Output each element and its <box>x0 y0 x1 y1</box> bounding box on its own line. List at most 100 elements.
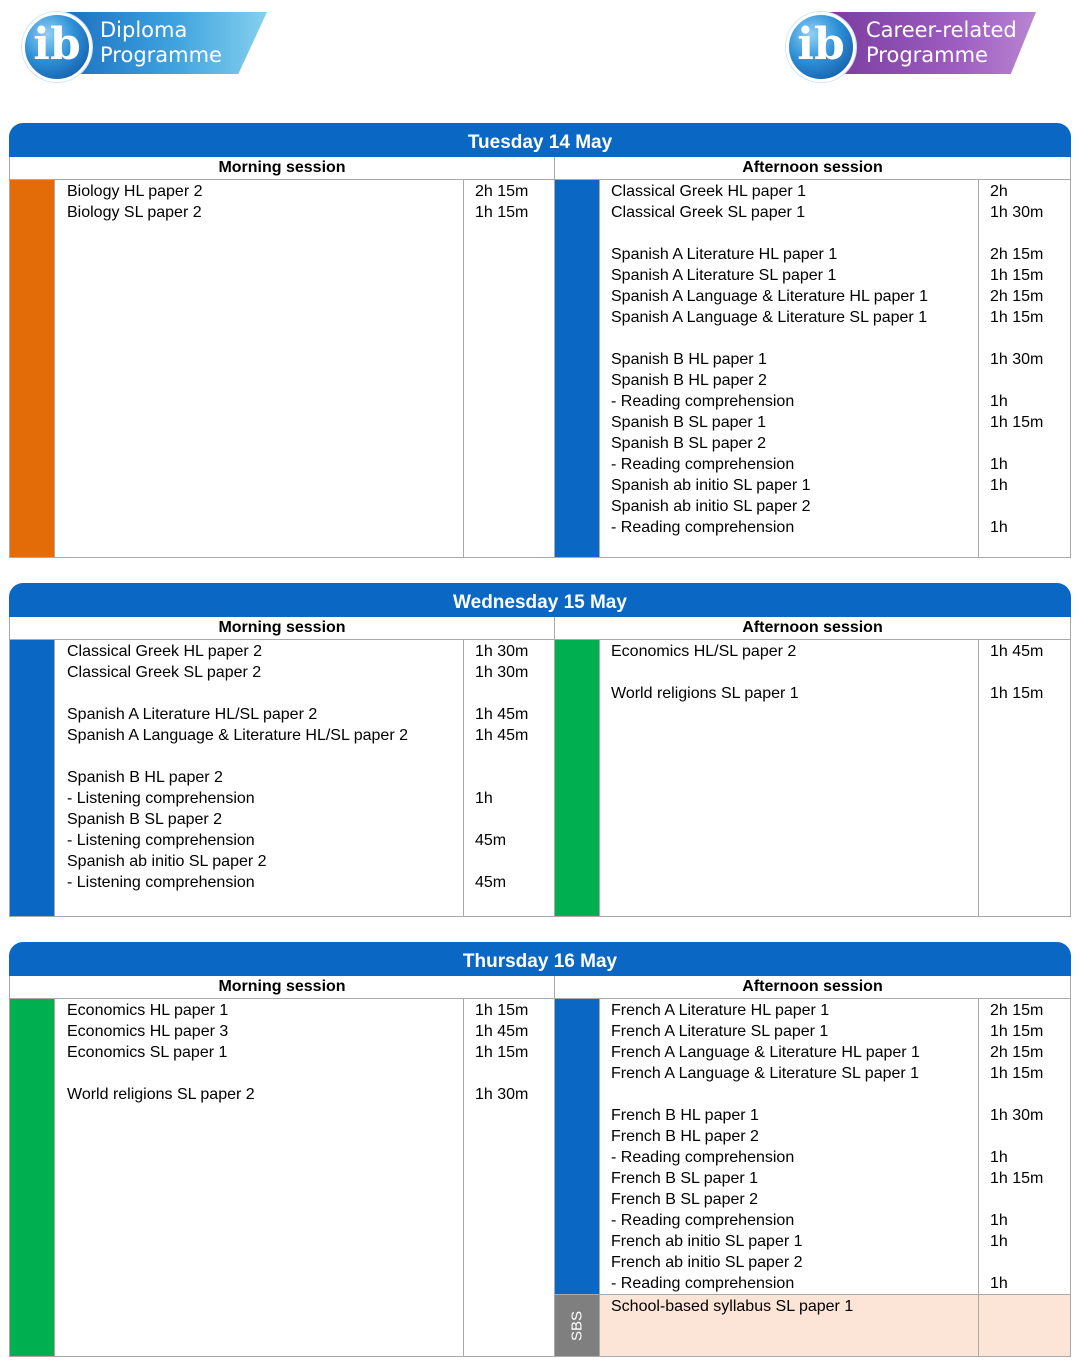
exam-subject: Economics HL paper 1 <box>67 1002 229 1019</box>
sbs-subject-text: School-based syllabus SL paper 1 <box>611 1298 854 1315</box>
exam-duration: 2h 15m <box>475 183 529 200</box>
subject-group-color-bar <box>555 180 600 557</box>
exam-subject: French B HL paper 2 <box>611 1128 759 1145</box>
exam-duration: 1h 30m <box>990 204 1044 221</box>
exam-duration: 1h 30m <box>475 664 529 681</box>
sbs-duration <box>979 1295 1070 1356</box>
exam-subject: Spanish ab initio SL paper 2 <box>611 498 811 515</box>
exam-subject: Spanish A Language & Literature SL paper… <box>611 309 928 326</box>
sbs-color-bar: SBS <box>555 1295 600 1356</box>
exam-duration: 1h <box>475 790 493 807</box>
ib-emblem-icon: ib <box>786 12 856 82</box>
subject-list: Classical Greek HL paper 2 Classical Gree… <box>55 640 464 916</box>
exam-duration: 1h 15m <box>990 685 1044 702</box>
exam-duration: 1h <box>990 1233 1008 1250</box>
exam-duration <box>475 809 554 830</box>
exam-subject: - Listening comprehension <box>67 790 255 807</box>
exam-duration: 2h 15m <box>990 288 1044 305</box>
exam-subject: Economics HL/SL paper 2 <box>611 643 797 660</box>
exam-duration: 1h <box>990 477 1008 494</box>
duration-list: 2h 15m 1h 15m <box>464 180 554 557</box>
exam-duration: 1h <box>990 393 1008 410</box>
exam-duration <box>990 328 1070 349</box>
exam-subject: Classical Greek SL paper 1 <box>611 204 806 221</box>
exam-subject <box>611 223 978 244</box>
exam-duration <box>990 1189 1070 1210</box>
exam-duration: 2h 15m <box>990 246 1044 263</box>
exam-subject: French B HL paper 1 <box>611 1107 759 1124</box>
exam-duration: 1h <box>990 1275 1008 1292</box>
exam-subject: French ab initio SL paper 1 <box>611 1233 803 1250</box>
exam-subject <box>67 683 463 704</box>
exam-duration: 1h 15m <box>990 1170 1044 1187</box>
exam-subject: French B SL paper 2 <box>611 1191 759 1208</box>
exam-duration: 1h 45m <box>475 727 529 744</box>
sbs-duration-text <box>990 1296 1070 1317</box>
morning-session-heading: Morning session <box>10 617 555 639</box>
exam-duration: 1h <box>990 1149 1008 1166</box>
logo-dp-line1: Diploma <box>100 18 188 42</box>
exam-subject: Spanish B SL paper 2 <box>67 811 223 828</box>
logo-cp-line2: Programme <box>866 43 988 67</box>
diploma-programme-banner: Diploma Programme <box>62 12 267 74</box>
exam-subject: Economics HL paper 3 <box>67 1023 229 1040</box>
duration-list: 1h 15m 1h 45m 1h 15m 1h 30m <box>464 999 554 1356</box>
exam-duration <box>475 851 554 872</box>
exam-subject <box>611 662 978 683</box>
exam-subject: French A Literature SL paper 1 <box>611 1023 829 1040</box>
duration-list: 1h 45m 1h 15m <box>979 640 1070 916</box>
morning-session-heading: Morning session <box>10 157 555 179</box>
exam-subject: French A Literature HL paper 1 <box>611 1002 830 1019</box>
exam-subject: World religions SL paper 1 <box>611 685 799 702</box>
career-related-programme-logo: Career-related Programme ib <box>786 8 1036 84</box>
exam-subject: Spanish ab initio SL paper 2 <box>67 853 267 870</box>
ib-emblem-icon: ib <box>22 12 92 82</box>
subject-group-color-bar <box>555 640 600 916</box>
exam-duration: 45m <box>475 874 507 891</box>
subject-group-color-bar <box>10 999 55 1356</box>
exam-subject: - Reading comprehension <box>611 1149 795 1166</box>
exam-subject: Biology HL paper 2 <box>67 183 203 200</box>
exam-duration: 1h 30m <box>990 1107 1044 1124</box>
exam-duration <box>990 496 1070 517</box>
exam-subject <box>611 328 978 349</box>
exam-subject: Spanish A Literature SL paper 1 <box>611 267 837 284</box>
exam-duration: 1h 15m <box>475 1044 529 1061</box>
morning-session-heading: Morning session <box>10 976 555 998</box>
logo-cp-line1: Career-related <box>866 18 1017 42</box>
exam-subject: - Reading comprehension <box>611 456 795 473</box>
exam-subject <box>611 1084 978 1105</box>
afternoon-session-heading: Afternoon session <box>742 619 883 636</box>
exam-subject: French B SL paper 1 <box>611 1170 759 1187</box>
subject-list: Biology HL paper 2 Biology SL paper 2 <box>55 180 464 557</box>
day-table-tuesday: Tuesday 14 May Morning session Afternoon… <box>9 123 1071 558</box>
exam-duration: 1h 15m <box>475 1002 529 1019</box>
exam-subject: Classical Greek HL paper 2 <box>67 643 263 660</box>
exam-duration: 1h 15m <box>990 414 1044 431</box>
exam-subject: French A Language & Literature HL paper … <box>611 1044 920 1061</box>
exam-subject: French A Language & Literature SL paper … <box>611 1065 920 1082</box>
exam-duration <box>990 433 1070 454</box>
exam-duration: 1h 15m <box>990 1023 1044 1040</box>
day-table-thursday: Thursday 16 May Morning session Afternoo… <box>9 942 1071 1357</box>
exam-subject: - Listening comprehension <box>67 832 255 849</box>
exam-duration: 2h <box>990 183 1008 200</box>
exam-duration <box>475 746 554 767</box>
exam-duration: 2h 15m <box>990 1002 1044 1019</box>
exam-subject: World religions SL paper 2 <box>67 1086 255 1103</box>
logo-dp-line2: Programme <box>100 43 222 67</box>
exam-duration <box>475 683 554 704</box>
subject-group-color-bar <box>555 999 600 1294</box>
duration-list: 2h 1h 30m 2h 15m 1h 15m 2h 15m 1h 15m 1h 30m 1h… <box>979 180 1070 557</box>
exam-duration: 1h 45m <box>475 1023 529 1040</box>
exam-subject: Classical Greek SL paper 2 <box>67 664 262 681</box>
diploma-programme-logo: Diploma Programme ib <box>22 8 272 84</box>
career-related-programme-banner: Career-related Programme <box>826 12 1036 74</box>
day-table-wednesday: Wednesday 15 May Morning session Afterno… <box>9 583 1071 917</box>
afternoon-session-heading: Afternoon session <box>742 159 883 176</box>
exam-subject: Spanish A Language & Literature HL/SL pa… <box>67 727 408 744</box>
exam-duration: 1h <box>990 456 1008 473</box>
exam-duration <box>990 223 1070 244</box>
exam-duration <box>475 1063 554 1084</box>
exam-duration <box>990 662 1070 683</box>
